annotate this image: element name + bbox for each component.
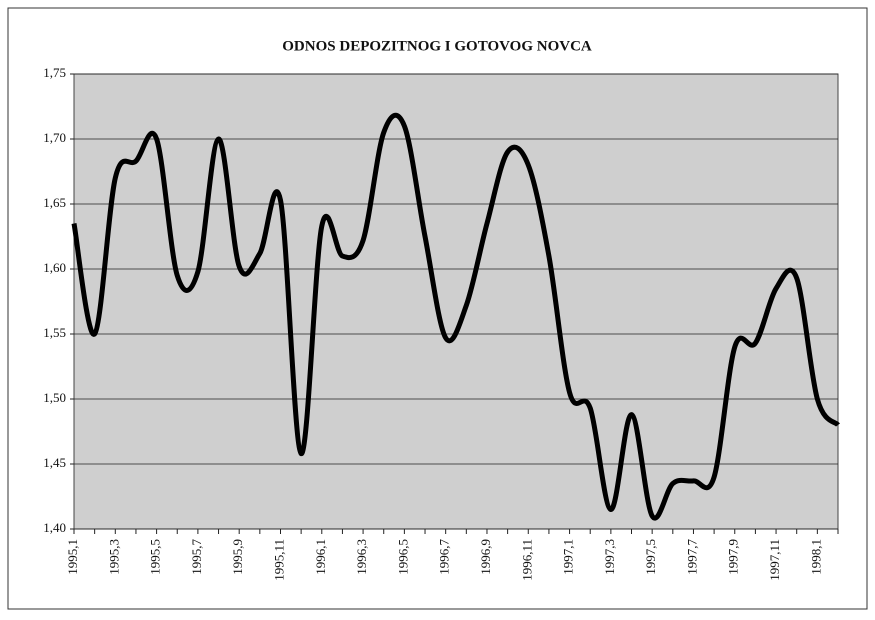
- x-tick-label: 1998,1: [808, 539, 823, 575]
- x-tick-label: 1997,11: [767, 539, 782, 581]
- x-tick-label: 1997,7: [684, 539, 699, 575]
- x-tick-label: 1995,7: [189, 539, 204, 575]
- y-tick-label: 1,40: [43, 520, 66, 535]
- y-tick-label: 1,60: [43, 260, 66, 275]
- y-tick-label: 1,45: [43, 455, 66, 470]
- y-tick-label: 1,50: [43, 390, 66, 405]
- x-tick-label: 1996,11: [519, 539, 534, 581]
- x-tick-label: 1996,5: [395, 539, 410, 575]
- data-line: [71, 112, 840, 521]
- x-tick-label: 1997,3: [602, 539, 617, 575]
- plot-area: [73, 73, 839, 530]
- y-tick-label: 1,70: [43, 130, 66, 145]
- x-tick-label: 1996,9: [478, 539, 493, 575]
- x-tick-label: 1996,1: [313, 539, 328, 575]
- y-tick-label: 1,75: [43, 65, 66, 80]
- x-tick-label: 1996,3: [354, 539, 369, 575]
- x-tick-label: 1995,5: [148, 539, 163, 575]
- x-tick-label: 1997,9: [726, 539, 741, 575]
- x-tick-label: 1996,7: [437, 539, 452, 575]
- x-tick-label: 1997,5: [643, 539, 658, 575]
- x-tick-label: 1997,1: [561, 539, 576, 575]
- y-tick-label: 1,55: [43, 325, 66, 340]
- x-tick-label: 1995,11: [271, 539, 286, 581]
- x-tick-label: 1995,3: [106, 539, 121, 575]
- x-tick-label: 1995,1: [65, 539, 80, 575]
- chart-title: ODNOS DEPOZITNOG I GOTOVOG NOVCA: [282, 38, 592, 54]
- y-tick-label: 1,65: [43, 195, 66, 210]
- x-tick-label: 1995,9: [230, 539, 245, 575]
